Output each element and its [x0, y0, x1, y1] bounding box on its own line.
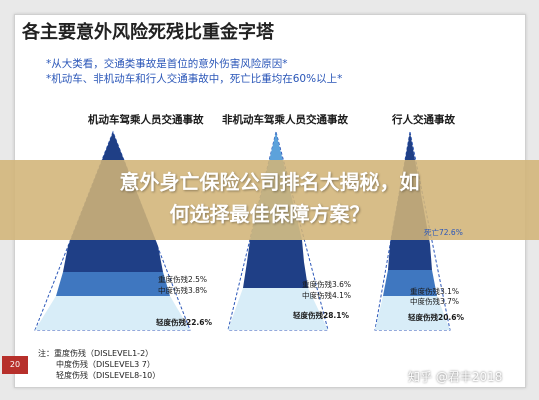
- nonmotor-mild-label: 轻度伤残28.1%: [293, 311, 350, 320]
- notes: *从大类看，交通类事故是首位的意外伤害风险原因* *机动车、非机动车和行人交通事…: [46, 57, 342, 87]
- note-line-2: *机动车、非机动车和行人交通事故中，死亡比重均在60%以上*: [46, 73, 343, 85]
- pyramid-motor-severe: [63, 246, 163, 272]
- pyramid-pedestrian-moderate: [383, 270, 437, 296]
- motor-mild-label: 轻度伤残22.6%: [156, 318, 213, 327]
- pyramid-motor-moderate: [56, 272, 170, 296]
- pyramid-pedestrian-severe: [388, 244, 432, 270]
- title-banner-background: [0, 160, 539, 240]
- motor-moderate-label: 中度伤残3.8%: [158, 286, 208, 295]
- pedestrian-moderate-label: 中度伤残3.7%: [410, 297, 460, 306]
- pedestrian-severe-label: 重度伤残3.1%: [410, 287, 460, 296]
- pedestrian-death-label: 死亡72.6%: [424, 228, 463, 237]
- footnote: 注：重度伤残（DISLEVEL1-2） 中度伤残（DISLEVEL3 7） 轻度…: [38, 348, 160, 381]
- pyramid-nonmotor-severe: [247, 240, 304, 262]
- nonmotor-severe-label: 重度伤残3.6%: [302, 280, 352, 289]
- pyramid-nonmotor-moderate: [243, 262, 308, 288]
- footnote-line-2: 中度伤残（DISLEVEL3 7）: [56, 360, 155, 369]
- nonmotor-moderate-label: 中度伤残4.1%: [302, 291, 352, 300]
- watermark: 知乎 @君丰2018: [408, 370, 503, 384]
- footnote-line-3: 轻度伤残（DISLEVEL8-10）: [56, 371, 161, 380]
- title-banner: 意外身亡保险公司排名大揭秘，如 何选择最佳保障方案？: [0, 166, 539, 230]
- section-title-nonmotor: 非机动车驾乘人员交通事故: [222, 114, 348, 126]
- motor-severe-label: 重度伤残2.5%: [158, 275, 208, 284]
- page-title: 各主要意外风险死残比重金字塔: [22, 22, 274, 43]
- banner-line-2: 何选择最佳保障方案？: [169, 202, 370, 226]
- footnote-line-1: 注：重度伤残（DISLEVEL1-2）: [38, 349, 154, 358]
- note-line-1: *从大类看，交通类事故是首位的意外伤害风险原因*: [46, 58, 288, 70]
- pyramid-nonmotor-mild: [228, 288, 328, 330]
- pyramid-motor-mild: [35, 296, 190, 330]
- section-title-pedestrian: 行人交通事故: [392, 114, 455, 126]
- banner-line-1: 意外身亡保险公司排名大揭秘，如: [119, 170, 420, 194]
- pyramid-pedestrian-mild: [375, 296, 450, 330]
- pedestrian-mild-label: 轻度伤残20.6%: [408, 313, 465, 322]
- page-number: 20: [2, 356, 28, 374]
- section-title-motor: 机动车驾乘人员交通事故: [88, 114, 204, 126]
